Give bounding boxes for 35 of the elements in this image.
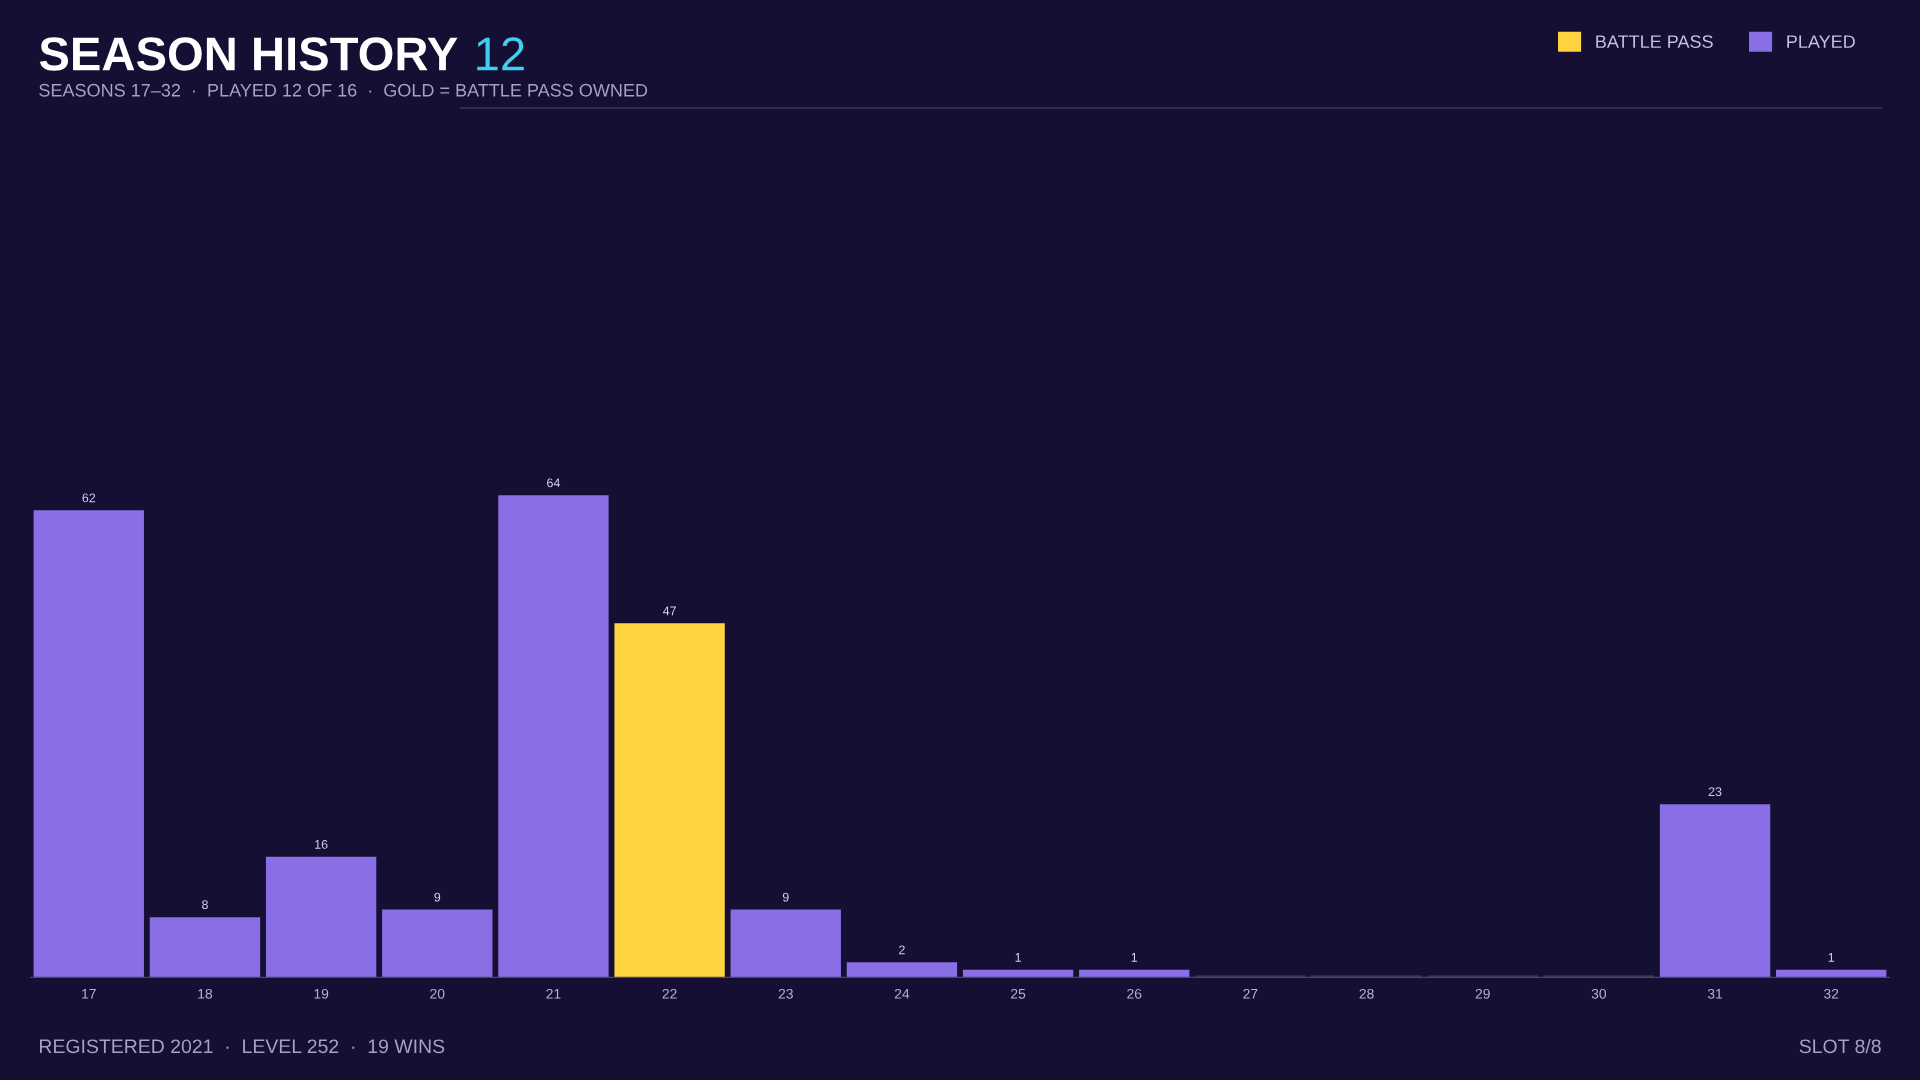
data-label: 47 bbox=[662, 606, 676, 616]
data-label: 8 bbox=[202, 900, 208, 910]
data-label: 1 bbox=[1131, 953, 1138, 962]
text: SLOT 8/8 bbox=[1799, 1038, 1881, 1054]
data-label: 2 bbox=[899, 945, 905, 955]
x-tick-label: 19 bbox=[314, 988, 329, 999]
chart-title: SEASON HISTORY bbox=[39, 37, 458, 71]
x-tick-label: 24 bbox=[894, 988, 910, 999]
x-tick-label: 29 bbox=[1475, 988, 1490, 999]
data-label: 16 bbox=[315, 839, 328, 849]
x-tick-label: 21 bbox=[546, 988, 561, 999]
x-tick-label: 17 bbox=[82, 989, 96, 999]
x-tick-label: 30 bbox=[1591, 988, 1607, 999]
x-tick-label: 23 bbox=[778, 988, 793, 999]
x-tick-label: 26 bbox=[1127, 988, 1142, 999]
x-tick-label: 27 bbox=[1243, 988, 1258, 999]
chart-subtitle: SEASONS 17–32 · PLAYED 12 OF 16 · GOLD = BATTLE PASS OWNED bbox=[39, 83, 648, 97]
data-label: 9 bbox=[434, 892, 441, 902]
x-tick-label: 20 bbox=[430, 988, 445, 999]
legend-label: BATTLE PASS bbox=[1596, 35, 1713, 48]
data-label: 9 bbox=[782, 892, 789, 902]
legend-label: PLAYED bbox=[1787, 35, 1855, 48]
x-tick-label: 31 bbox=[1707, 988, 1723, 999]
data-label: 23 bbox=[1708, 787, 1722, 797]
x-tick-label: 25 bbox=[1011, 988, 1026, 999]
text: 12 bbox=[477, 37, 524, 71]
x-tick-label: 22 bbox=[662, 988, 677, 999]
data-label: 62 bbox=[82, 493, 96, 503]
x-tick-label: 28 bbox=[1359, 988, 1374, 999]
data-label: 64 bbox=[547, 478, 561, 488]
x-tick-label: 18 bbox=[198, 988, 213, 999]
data-label: 1 bbox=[1015, 953, 1021, 962]
x-tick-label: 32 bbox=[1824, 988, 1839, 999]
text: REGISTERED 2021 · LEVEL 252 · 19 WINS bbox=[40, 1039, 445, 1054]
data-label: 1 bbox=[1828, 953, 1835, 962]
